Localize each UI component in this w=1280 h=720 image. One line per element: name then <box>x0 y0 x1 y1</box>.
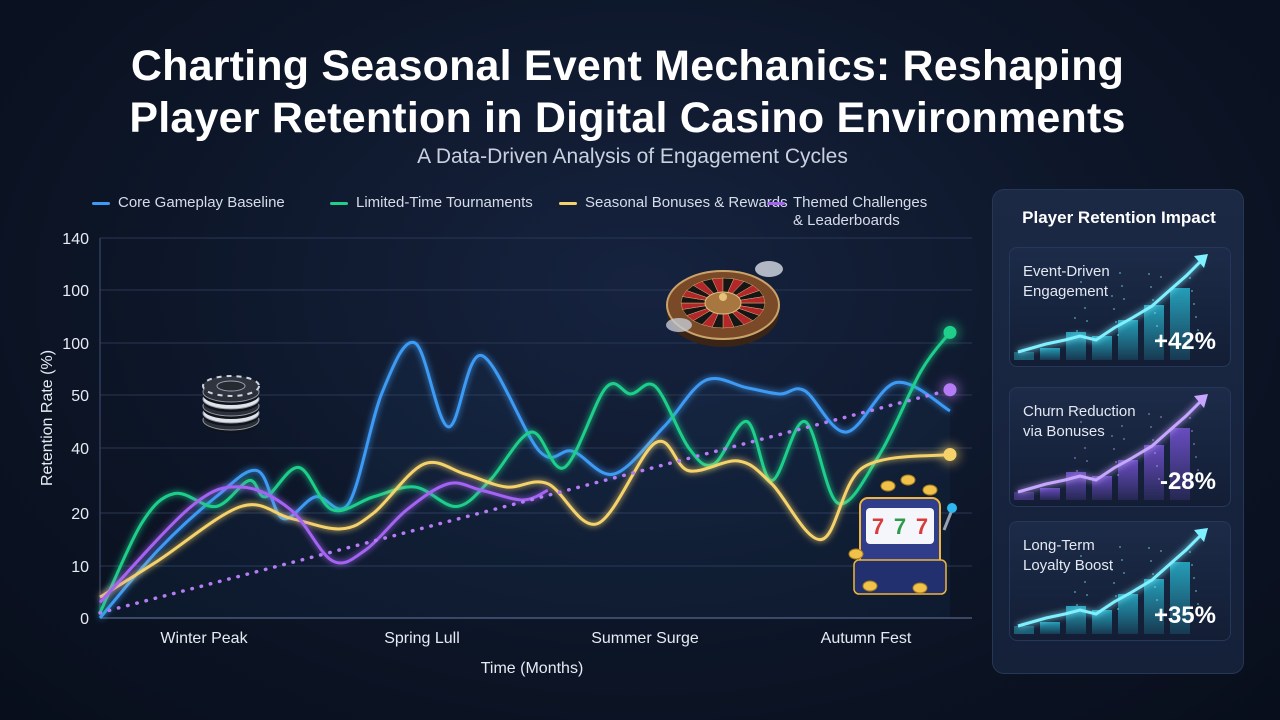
roulette-wheel-icon <box>666 261 783 347</box>
arrow-up-icon <box>1194 254 1208 268</box>
impact-card: Churn Reduction via Bonuses -28% <box>1009 387 1231 507</box>
x-tick-label: Autumn Fest <box>821 630 912 647</box>
y-tick-label: 50 <box>71 388 89 405</box>
impact-card-graphic <box>1014 394 1208 500</box>
series-line-limited-time-tournaments <box>98 331 952 614</box>
svg-text:7: 7 <box>894 514 906 539</box>
title-line-2: Player Retention in Digital Casino Envir… <box>129 94 1126 142</box>
y-tick-label: 140 <box>62 231 89 248</box>
impact-bar <box>1170 562 1190 634</box>
impact-trend-line <box>1017 258 1204 354</box>
page-subtitle: A Data-Driven Analysis of Engagement Cyc… <box>417 145 848 168</box>
legend-label: Themed Challenges & Leaderboards <box>793 194 928 229</box>
impact-bar <box>1092 476 1112 500</box>
impact-bar <box>1118 594 1138 634</box>
end-marker-trend <box>943 383 957 397</box>
impact-card-label: Event-Driven Engagement <box>1023 263 1110 300</box>
legend-label: Seasonal Bonuses & Rewards <box>585 194 788 211</box>
svg-text:7: 7 <box>872 514 884 539</box>
y-tick-label: 10 <box>71 559 89 576</box>
impact-bar <box>1040 488 1060 500</box>
title-line-1: Charting Seasonal Event Mechanics: Resha… <box>130 42 1125 90</box>
impact-bar <box>1144 305 1164 360</box>
legend-swatch <box>767 202 785 205</box>
impact-card-value: +42% <box>1153 328 1216 355</box>
end-marker-seasonal-bonuses-rewards <box>943 448 957 461</box>
legend-swatch <box>92 202 110 205</box>
x-tick-label: Spring Lull <box>384 630 460 647</box>
impact-bar <box>1118 460 1138 500</box>
legend-swatch <box>559 202 577 205</box>
series-line-trend <box>98 388 952 615</box>
series-line-themed-challenges-leaderboards <box>98 481 549 604</box>
impact-bar <box>1092 336 1112 360</box>
impact-card: Long-Term Loyalty Boost +35% <box>1009 521 1231 641</box>
impact-bar <box>1144 445 1164 500</box>
series-area-core <box>100 342 950 618</box>
impact-card-graphic <box>1014 254 1208 360</box>
x-tick-label: Winter Peak <box>160 630 248 647</box>
impact-trend-line <box>1017 398 1204 494</box>
legend-label: Core Gameplay Baseline <box>118 194 285 211</box>
impact-bar <box>1040 348 1060 360</box>
panel-title: Player Retention Impact <box>1022 208 1216 227</box>
retention-impact-panel: Player Retention Impact Event-Driven Eng… <box>992 189 1244 674</box>
impact-bar <box>1040 622 1060 634</box>
impact-card-value: -28% <box>1159 468 1216 495</box>
y-tick-label: 20 <box>71 506 89 523</box>
y-tick-label: 100 <box>62 283 89 300</box>
legend-label: Limited-Time Tournaments <box>356 194 533 211</box>
impact-card-label: Churn Reduction via Bonuses <box>1023 403 1136 440</box>
series-line-seasonal-bonuses-rewards <box>99 439 951 599</box>
impact-bar <box>1170 288 1190 360</box>
svg-text:7: 7 <box>916 514 928 539</box>
impact-bar <box>1144 579 1164 634</box>
impact-card-graphic <box>1014 528 1208 634</box>
y-tick-label: 0 <box>80 611 89 628</box>
impact-card-value: +35% <box>1153 602 1216 629</box>
impact-bar <box>1092 610 1112 634</box>
legend-swatch <box>330 202 348 205</box>
impact-bar <box>1118 320 1138 360</box>
poker-chips-icon <box>202 375 260 433</box>
arrow-up-icon <box>1194 528 1208 542</box>
y-tick-label: 100 <box>62 336 89 353</box>
impact-card: Event-Driven Engagement +42% <box>1009 247 1231 367</box>
y-tick-label: 40 <box>71 441 89 458</box>
x-tick-label: Summer Surge <box>591 630 699 647</box>
impact-bar <box>1170 428 1190 500</box>
y-axis-label: Retention Rate (%) <box>39 350 56 486</box>
x-axis-label: Time (Months) <box>481 660 584 677</box>
impact-card-label: Long-Term Loyalty Boost <box>1023 537 1114 574</box>
page-title: Charting Seasonal Event Mechanics: Resha… <box>0 40 1255 144</box>
impact-trend-line <box>1017 532 1204 628</box>
end-marker-limited-time-tournaments <box>943 325 957 339</box>
arrow-up-icon <box>1194 394 1208 408</box>
